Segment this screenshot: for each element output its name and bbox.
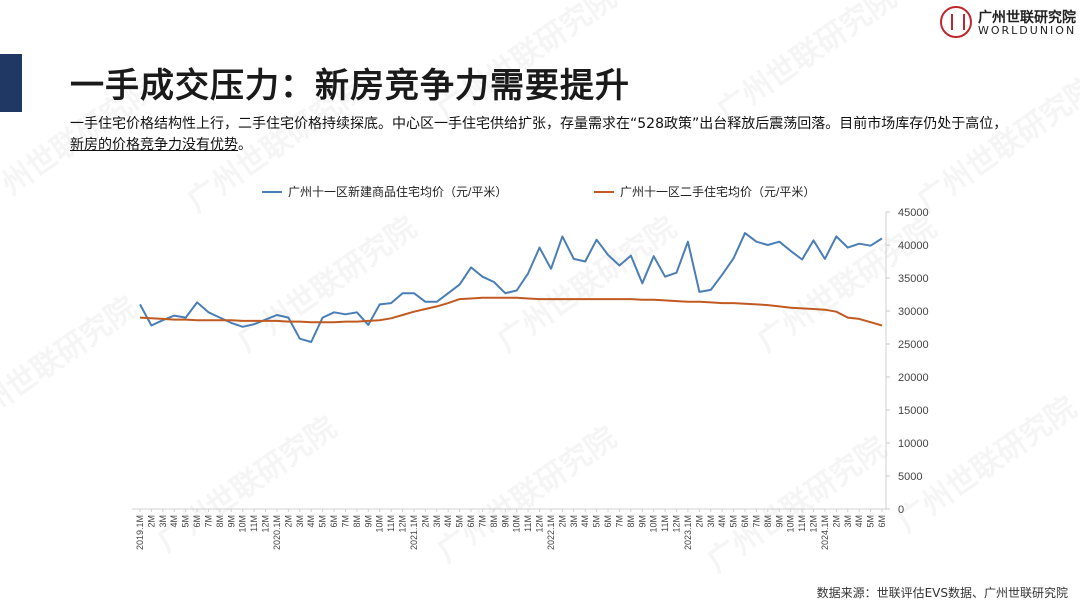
x-tick-label: 10M [238,515,248,533]
x-tick-label: 3M [432,515,442,528]
x-tick-label: 8M [352,515,362,528]
x-tick-label: 2024.1M [820,515,830,550]
x-tick-label: 6M [603,515,613,528]
x-tick-label: 2020.1M [272,515,282,550]
x-tick-label: 3M [569,515,579,528]
logo-name-en: WORLDUNION [978,24,1077,37]
y-tick-label: 30000 [898,306,929,318]
x-tick-label: 2M [694,515,704,528]
y-tick-label: 35000 [898,273,929,285]
y-tick-label: 40000 [898,240,929,252]
legend-label: 广州十一区新建商品住宅均价（元/平米） [288,184,507,199]
x-tick-label: 11M [523,515,533,532]
description-text: 一手住宅价格结构性上行，二手住宅价格持续探底。中心区一手住宅供给扩张，存量需求在… [70,116,1008,132]
x-tick-label: 12M [398,515,408,533]
x-tick-label: 4M [443,515,453,528]
x-tick-label: 5M [592,515,602,528]
description-highlight: 新房的价格竞争力没有优势 [70,137,238,153]
x-tick-label: 3M [158,515,168,528]
x-tick-label: 5M [318,515,328,528]
y-tick-label: 10000 [898,438,929,450]
x-tick-label: 10M [512,515,522,533]
x-tick-label: 2023.1M [683,515,693,550]
x-tick-label: 10M [649,515,659,533]
x-tick-label: 4M [306,515,316,528]
y-tick-label: 0 [898,504,904,516]
series-line-second-hand [139,296,883,327]
x-tick-label: 2M [283,515,293,528]
y-tick-label: 20000 [898,372,929,384]
y-tick-label: 25000 [898,339,929,351]
x-tick-label: 8M [763,515,773,528]
legend-label: 广州十一区二手住宅均价（元/平米） [620,184,815,199]
x-tick-label: 4M [169,515,179,528]
x-tick-label: 2M [146,515,156,528]
x-tick-label: 8M [626,515,636,528]
x-tick-label: 4M [580,515,590,528]
x-tick-label: 6M [877,515,887,528]
x-tick-label: 3M [706,515,716,528]
x-tick-label: 7M [203,515,213,528]
x-tick-label: 9M [637,515,647,528]
y-tick-label: 45000 [898,207,929,219]
page-title: 一手成交压力：新房竞争力需要提升 [70,66,630,106]
x-tick-label: 11M [249,515,259,532]
x-tick-label: 8M [489,515,499,528]
x-tick-label: 2M [831,515,841,528]
x-tick-label: 12M [809,515,819,533]
brand-logo: 广州世联研究院 WORLDUNION [940,4,1076,38]
logo-icon [940,6,972,38]
x-tick-label: 2M [420,515,430,528]
x-tick-label: 5M [455,515,465,528]
x-tick-label: 7M [340,515,350,528]
series-line-new-homes [139,232,883,343]
page-description: 一手住宅价格结构性上行，二手住宅价格持续探底。中心区一手住宅供给扩张，存量需求在… [70,114,1020,156]
x-tick-label: 6M [466,515,476,528]
x-tick-label: 11M [386,515,396,532]
x-tick-label: 8M [215,515,225,528]
x-tick-label: 12M [535,515,545,533]
description-end: 。 [238,137,252,153]
x-tick-label: 7M [477,515,487,528]
data-source-note: 数据来源：世联评估EVS数据、广州世联研究院 [816,586,1068,600]
x-tick-label: 9M [774,515,784,528]
x-tick-label: 9M [363,515,373,528]
x-tick-label: 2019.1M [135,515,145,550]
x-tick-label: 11M [660,515,670,532]
x-tick-label: 6M [740,515,750,528]
x-tick-label: 2M [557,515,567,528]
x-tick-label: 5M [181,515,191,528]
x-tick-label: 6M [192,515,202,528]
title-accent-bar [0,54,22,112]
x-tick-label: 9M [226,515,236,528]
x-tick-label: 5M [729,515,739,528]
x-tick-label: 3M [843,515,853,528]
x-tick-label: 10M [375,515,385,533]
x-tick-label: 7M [751,515,761,528]
x-tick-label: 2021.1M [409,515,419,550]
logo-name-cn: 广州世联研究院 [978,10,1076,26]
x-tick-label: 10M [786,515,796,533]
y-tick-label: 5000 [898,471,922,483]
x-tick-label: 7M [614,515,624,528]
y-tick-label: 15000 [898,405,929,417]
x-tick-label: 4M [717,515,727,528]
x-tick-label: 12M [672,515,682,533]
x-tick-label: 3M [295,515,305,528]
x-tick-label: 9M [500,515,510,528]
x-tick-label: 12M [261,515,271,533]
x-tick-label: 6M [329,515,339,528]
x-tick-label: 2022.1M [546,515,556,550]
x-tick-label: 5M [866,515,876,528]
x-tick-label: 11M [797,515,807,532]
x-tick-label: 4M [854,515,864,528]
